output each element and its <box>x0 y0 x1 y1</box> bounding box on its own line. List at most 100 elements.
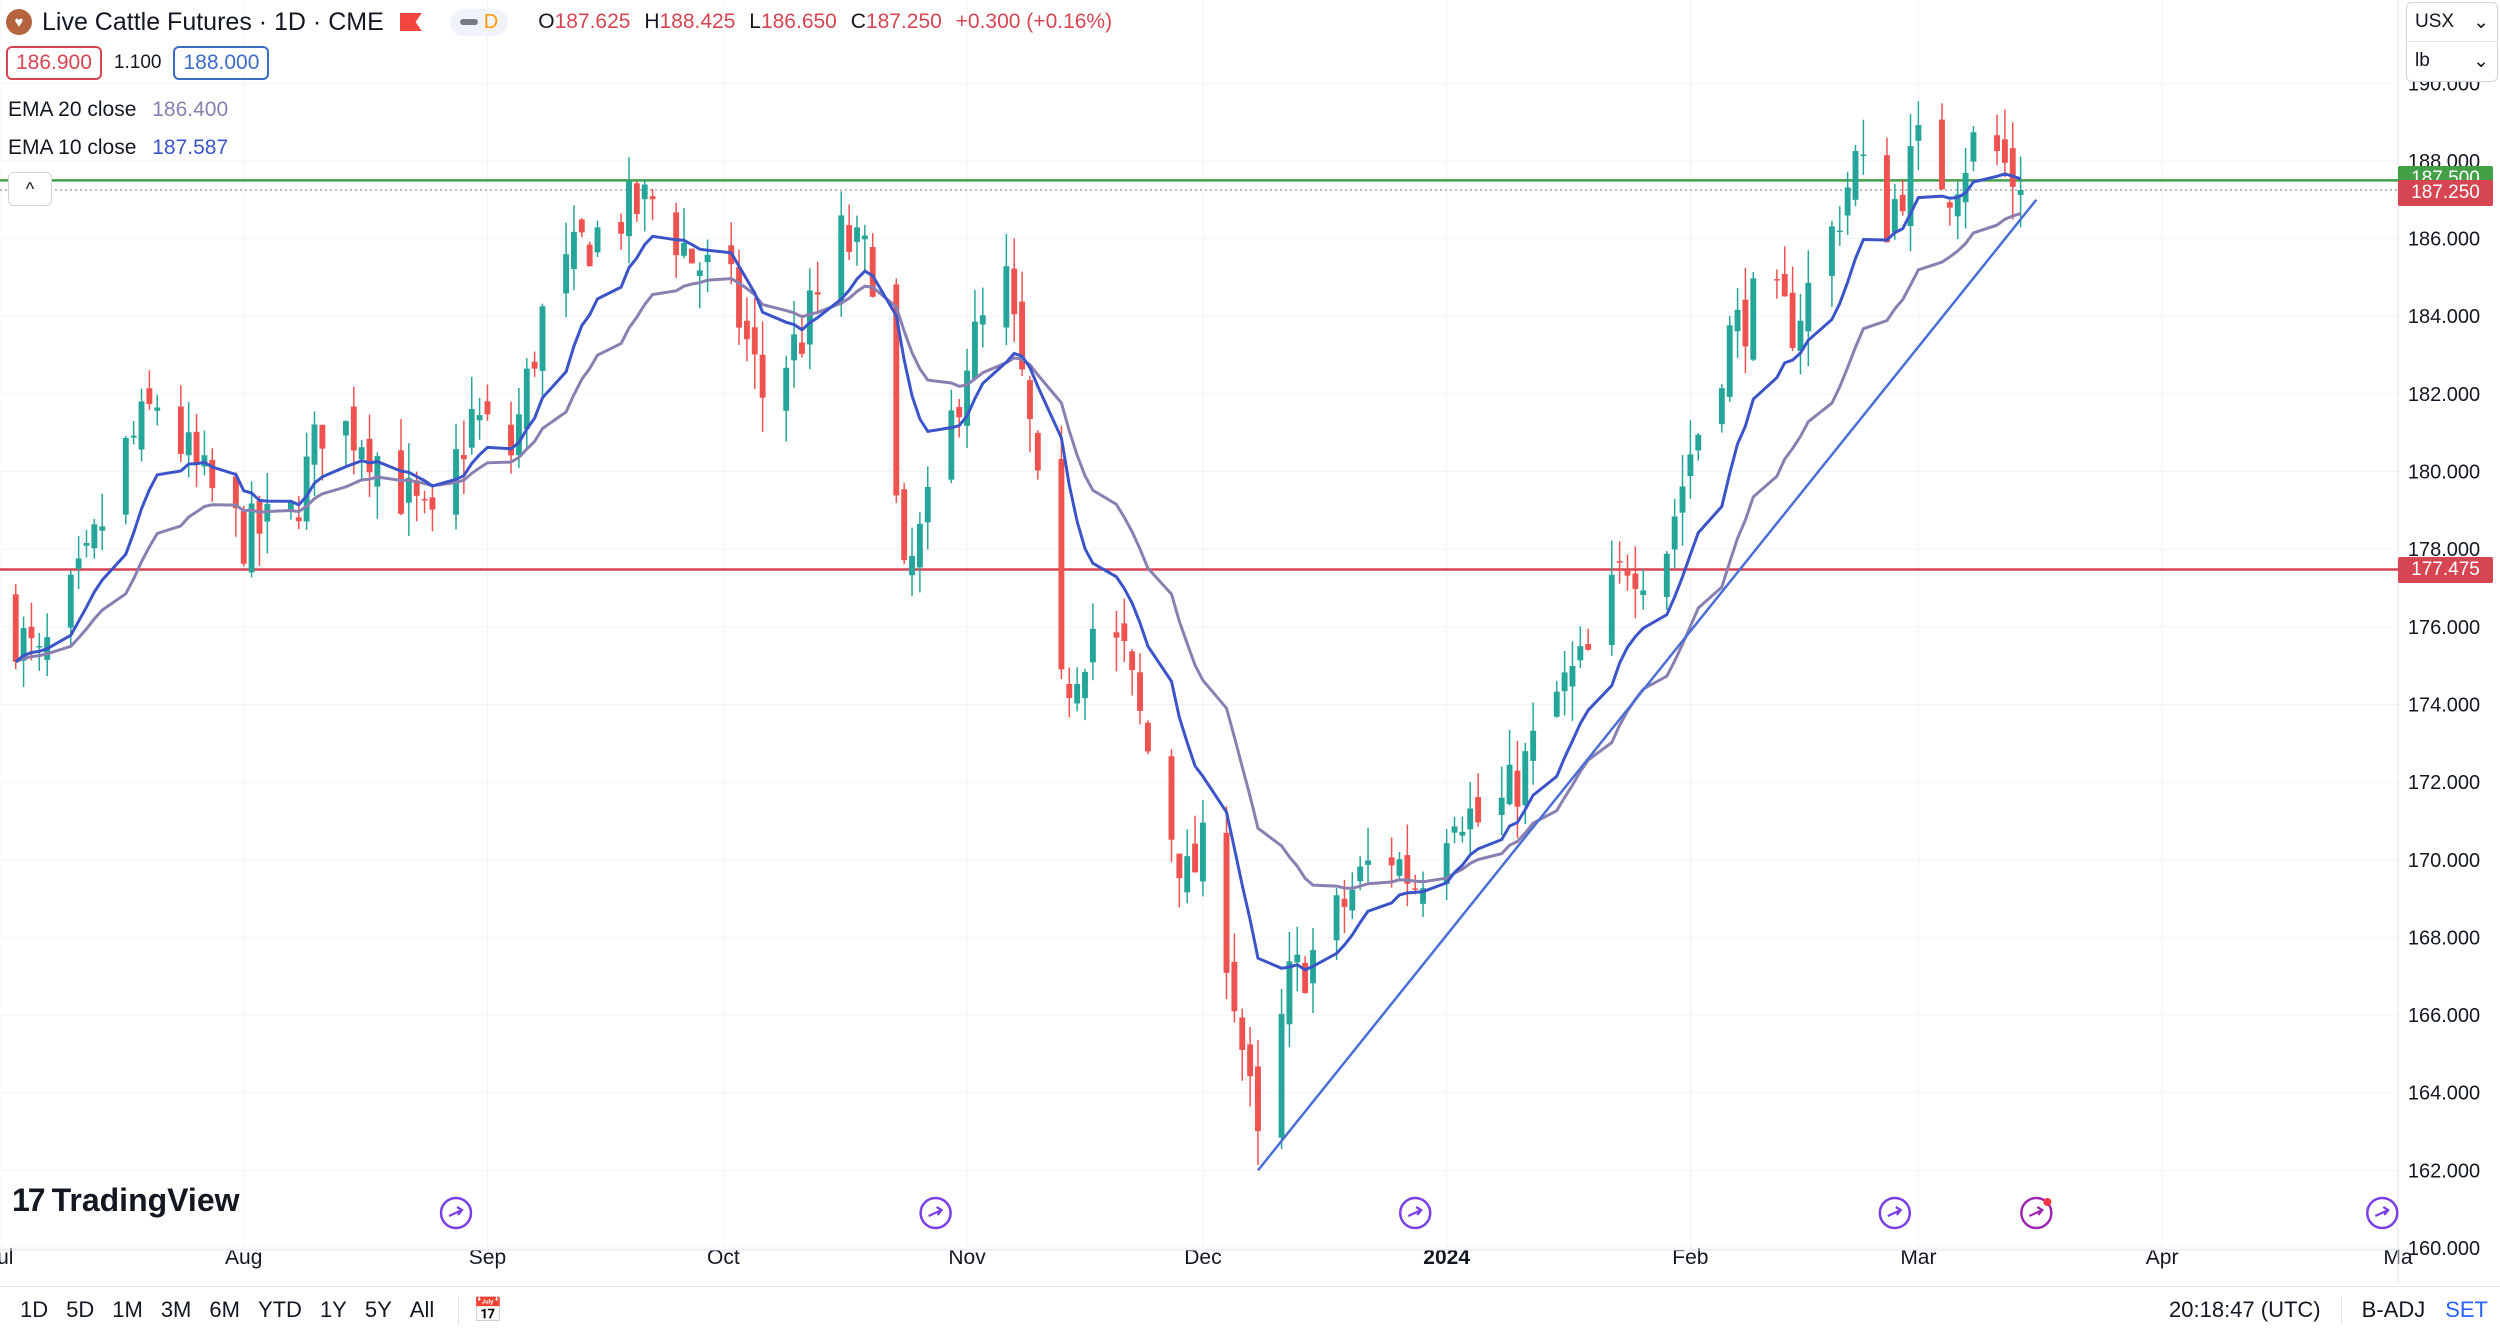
candle-body[interactable] <box>2001 139 2008 163</box>
candle-body[interactable] <box>12 594 19 662</box>
candle-body[interactable] <box>1034 432 1041 471</box>
candle-body[interactable] <box>1632 573 1639 589</box>
candle-body[interactable] <box>1420 888 1427 904</box>
candle-body[interactable] <box>916 523 923 568</box>
candle-body[interactable] <box>1412 888 1419 890</box>
candle-body[interactable] <box>570 231 577 269</box>
candle-body[interactable] <box>303 456 310 522</box>
candle-body[interactable] <box>626 180 632 237</box>
candle-body[interactable] <box>429 497 436 510</box>
candle-body[interactable] <box>1451 826 1458 833</box>
candle-body[interactable] <box>1773 279 1780 281</box>
candle-body[interactable] <box>1121 623 1128 642</box>
clock-readout[interactable]: 20:18:47 (UTC) <box>2169 1297 2321 1322</box>
candle-body[interactable] <box>209 459 216 489</box>
candle-body[interactable] <box>736 267 743 328</box>
set-toggle[interactable]: SET <box>2445 1297 2488 1322</box>
range-button-3m[interactable]: 3M <box>160 1297 192 1322</box>
candle-body[interactable] <box>515 414 522 456</box>
candle-body[interactable] <box>1003 266 1010 328</box>
candle-body[interactable] <box>791 334 798 361</box>
candle-body[interactable] <box>799 342 805 354</box>
candle-body[interactable] <box>1852 150 1859 200</box>
candle-body[interactable] <box>1624 569 1631 576</box>
candle-body[interactable] <box>1239 1017 1246 1050</box>
candle-body[interactable] <box>909 555 915 576</box>
candle-body[interactable] <box>901 489 908 561</box>
candle-body[interactable] <box>232 476 239 509</box>
candle-body[interactable] <box>91 524 98 549</box>
candle-body[interactable] <box>256 500 263 534</box>
candle-body[interactable] <box>1553 691 1560 717</box>
candle-body[interactable] <box>948 410 955 480</box>
candle-body[interactable] <box>350 406 357 451</box>
range-button-5y[interactable]: 5Y <box>364 1297 392 1322</box>
candle-body[interactable] <box>1192 843 1199 873</box>
currency-dropdown[interactable]: USX ⌄ <box>2407 3 2497 41</box>
candle-body[interactable] <box>586 244 593 267</box>
candle-body[interactable] <box>36 645 43 648</box>
badj-toggle[interactable]: B-ADJ <box>2361 1297 2426 1322</box>
calendar-goto-icon[interactable]: 📅 <box>458 1295 503 1325</box>
candle-body[interactable] <box>508 424 514 456</box>
candle-body[interactable] <box>1687 454 1694 477</box>
candle-body[interactable] <box>1247 1044 1254 1077</box>
candle-body[interactable] <box>633 183 640 214</box>
candle-body[interactable] <box>177 406 184 454</box>
candle-body[interactable] <box>893 284 900 496</box>
candle-body[interactable] <box>854 227 860 242</box>
candle-body[interactable] <box>311 424 318 465</box>
range-button-6m[interactable]: 6M <box>209 1297 240 1322</box>
candle-body[interactable] <box>1671 516 1678 550</box>
unit-selector[interactable]: USX ⌄ lb ⌄ <box>2406 2 2498 82</box>
candle-body[interactable] <box>1294 954 1301 963</box>
candle-body[interactable] <box>1970 132 1977 162</box>
candle-body[interactable] <box>1679 486 1686 513</box>
candle-body[interactable] <box>1522 751 1529 806</box>
candle-body[interactable] <box>28 626 35 639</box>
candle-body[interactable] <box>405 477 412 503</box>
candle-body[interactable] <box>1797 320 1804 351</box>
range-button-ytd[interactable]: YTD <box>257 1297 302 1322</box>
candle-body[interactable] <box>468 408 475 448</box>
candle-body[interactable] <box>1286 961 1293 1025</box>
candle-body[interactable] <box>154 407 161 411</box>
candle-body[interactable] <box>1994 135 2000 152</box>
candle-body[interactable] <box>413 480 420 496</box>
candle-body[interactable] <box>1475 797 1482 823</box>
candle-body[interactable] <box>20 628 27 661</box>
candle-body[interactable] <box>1836 230 1843 233</box>
candle-body[interactable] <box>1357 866 1364 882</box>
candle-body[interactable] <box>806 290 813 345</box>
candle-body[interactable] <box>1530 730 1537 761</box>
candle-body[interactable] <box>618 221 625 234</box>
candle-body[interactable] <box>193 431 200 464</box>
candle-body[interactable] <box>814 292 821 295</box>
symbol-title[interactable]: Live Cattle Futures · 1D · CME <box>42 7 384 36</box>
candle-body[interactable] <box>130 435 137 438</box>
candle-body[interactable] <box>248 503 255 573</box>
candle-body[interactable] <box>1954 194 1961 217</box>
candle-body[interactable] <box>460 455 467 460</box>
candle-body[interactable] <box>99 526 106 531</box>
candle-body[interactable] <box>1844 187 1851 216</box>
candle-body[interactable] <box>681 242 687 256</box>
candle-body[interactable] <box>1561 672 1568 692</box>
candle-body[interactable] <box>1781 273 1788 297</box>
range-button-all[interactable]: All <box>409 1297 435 1322</box>
candle-body[interactable] <box>1640 590 1647 595</box>
candle-body[interactable] <box>1255 1066 1261 1132</box>
candle-body[interactable] <box>1860 154 1867 157</box>
candle-body[interactable] <box>1388 857 1395 866</box>
candle-body[interactable] <box>146 388 153 405</box>
candle-body[interactable] <box>869 246 876 297</box>
trend-line[interactable] <box>1256 198 2038 1172</box>
candle-body[interactable] <box>971 321 978 379</box>
flag-icon[interactable] <box>399 13 422 31</box>
candle-body[interactable] <box>484 401 491 415</box>
ema-line-20[interactable] <box>15 212 2022 890</box>
candle-body[interactable] <box>1569 666 1576 687</box>
candle-body[interactable] <box>1946 202 1953 208</box>
range-button-1d[interactable]: 1D <box>20 1297 49 1322</box>
